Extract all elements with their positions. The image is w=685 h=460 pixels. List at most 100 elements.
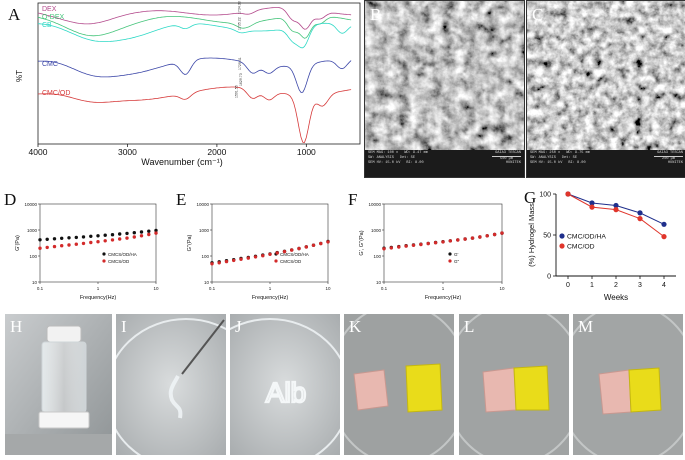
data-point-b	[74, 242, 79, 246]
data-point-b	[89, 240, 93, 245]
xtick-label: 1	[442, 286, 445, 291]
data-point-b	[500, 231, 504, 235]
ftir-series-label: CMC	[42, 61, 58, 68]
panel-d-rheology: D 10000 1000 100 10 0.1 1 10 Frequency(Hz) G'(Pa…	[0, 190, 170, 305]
data-point-b	[38, 246, 42, 250]
degradation-chart: 0 50 100 0 1 2 3 4 Weeks (%) Hydrogel Mass CMC/OD/…	[527, 191, 676, 302]
legend-label: CMCS/OD	[108, 259, 130, 264]
data-point	[613, 207, 619, 213]
x-axis-label: Frequency(Hz)	[80, 295, 117, 301]
data-point-a	[147, 229, 151, 233]
ytick-label: 10000	[196, 202, 209, 207]
legend-label: CMCS/OD/HA	[108, 252, 137, 257]
ytick-label: 100	[373, 254, 381, 259]
data-point-b	[246, 256, 250, 260]
ftir-series-label: CB	[42, 22, 52, 29]
ftir-peak-label: 1735.22	[238, 17, 242, 30]
data-point-b	[217, 261, 221, 265]
sem-info-bar-b: SEM MAG: 100 x WD: 9.47 mm GAIA3 TESCAN SW…	[365, 150, 524, 177]
data-point-b	[282, 249, 287, 254]
data-point-b	[232, 258, 236, 263]
written-gel-illustration: Alb	[230, 314, 340, 455]
legend-marker	[274, 259, 278, 263]
data-point-b	[463, 237, 467, 241]
pink-gel	[482, 367, 517, 413]
panel-label-f: F	[348, 190, 358, 209]
data-point-a	[67, 236, 71, 240]
data-point-b	[275, 251, 279, 255]
data-point	[589, 200, 595, 206]
xtick-label: 10	[499, 286, 505, 291]
panel-f-rheology: F 10000 1000 100 10 0.1 1 10 Frequency(Hz) G', G…	[344, 190, 516, 305]
data-point-b	[290, 248, 294, 252]
panel-label-l: L	[464, 317, 475, 336]
data-point	[637, 210, 643, 216]
data-point-b	[210, 262, 214, 266]
x-axis-label: Frequency(Hz)	[252, 295, 289, 301]
data-point-b	[60, 244, 64, 248]
pink-gel	[598, 369, 632, 415]
xtick-label: 4	[662, 282, 666, 289]
panel-label-c: C	[532, 5, 544, 24]
ytick-label: 10	[32, 280, 38, 285]
panel-label-k: K	[349, 317, 362, 336]
ftir-trace-dex	[37, 7, 352, 30]
xtick-label: 10	[325, 286, 331, 291]
panel-k-photo-separate-gels: K	[344, 314, 454, 455]
ytick-label: 1000	[371, 228, 382, 233]
ytick-label: 10	[204, 280, 210, 285]
legend-marker	[559, 233, 565, 239]
xtick-label: 2	[614, 282, 618, 289]
ftir-ylabel: %T	[15, 70, 24, 82]
xtick-label: 3	[638, 282, 642, 289]
plot-frame	[211, 203, 329, 283]
data-point-a	[118, 232, 122, 236]
panel-m-photo-healed-gel: M	[573, 314, 683, 455]
panel-l-photo-contact-gels: L	[459, 314, 569, 455]
data-point-b	[45, 245, 49, 250]
separate-gels-illustration	[344, 314, 454, 455]
data-point-b	[147, 232, 151, 237]
data-point-b	[103, 239, 107, 243]
ftir-peak-label: 1629.73	[239, 73, 243, 86]
data-point-b	[154, 231, 158, 235]
data-point-b	[52, 244, 57, 249]
legend-marker	[448, 252, 452, 256]
vial-base	[38, 411, 90, 429]
panel-a-ftir: A %T 4000 3000 2000 1000 Wavenumber (cm⁻¹) …	[0, 0, 362, 168]
data-point	[565, 191, 571, 197]
data-point-a	[38, 238, 42, 242]
ftir-chart: %T 4000 3000 2000 1000 Wavenumber (cm⁻¹) DE…	[15, 1, 361, 167]
y-axis-label: G', G''(Pa)	[359, 230, 365, 255]
legend-label: CMC/OD	[567, 244, 595, 251]
healed-gel-illustration	[573, 314, 683, 455]
data-point	[637, 216, 643, 222]
data-point-b	[239, 257, 243, 261]
data-point-b	[110, 238, 115, 242]
data-point-b	[261, 254, 265, 258]
data-point-a	[132, 231, 136, 235]
legend-label: G'	[454, 252, 459, 257]
panel-label-m: M	[578, 317, 594, 336]
ytick-label: 10000	[368, 202, 381, 207]
data-point-b	[456, 238, 460, 242]
data-point-b	[311, 243, 316, 247]
needle	[181, 319, 225, 375]
legend-marker	[102, 259, 106, 263]
vial-cap	[46, 325, 82, 343]
scale-bar-c: 200 μm	[654, 155, 683, 162]
data-point-b	[448, 239, 452, 243]
data-point-b	[492, 232, 497, 237]
legend-label: CMCS/OD	[280, 259, 302, 264]
data-point-b	[297, 246, 301, 251]
data-point-a	[154, 228, 158, 233]
data-point-b	[304, 245, 308, 249]
panel-g-degradation: G 0 50 100 0 1 2 3 4 Weeks (%) Hydrogel Mass CMC/O…	[518, 184, 685, 308]
panel-label-e: E	[176, 190, 187, 209]
data-point-b	[470, 236, 475, 240]
data-point-b	[96, 240, 100, 244]
panel-i-photo-injection: I	[116, 314, 226, 455]
legend-label: CMCS/OD/HA	[280, 252, 309, 257]
data-point-b	[81, 241, 86, 246]
